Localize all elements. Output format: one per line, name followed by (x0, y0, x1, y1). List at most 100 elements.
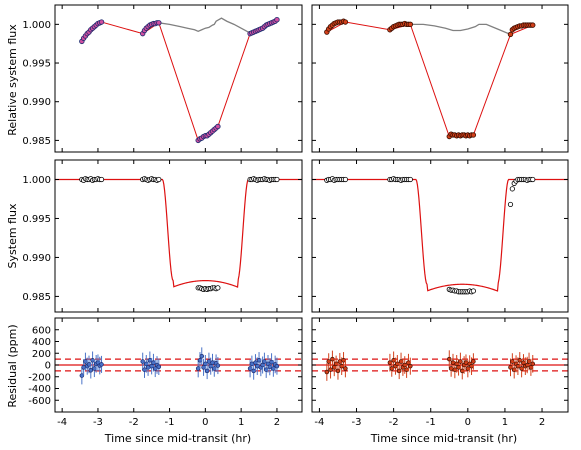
data-point (452, 367, 458, 372)
systematics-line (158, 17, 249, 33)
data-point (215, 285, 221, 291)
y-tick-label: -200 (28, 372, 51, 383)
data-point (408, 363, 413, 369)
y-tick-label: 1.000 (22, 20, 51, 31)
data-point (333, 361, 339, 367)
fit-line (326, 21, 533, 138)
data-point (458, 359, 463, 364)
data-point (448, 366, 454, 371)
data-point (507, 31, 514, 38)
plot-area (324, 18, 536, 140)
data-point (156, 364, 162, 370)
panel-raw-flux-right (311, 4, 569, 153)
data-point (335, 368, 341, 374)
data-point (507, 201, 514, 208)
ylabel-row3: Residual (ppm) (6, 324, 19, 407)
data-point (508, 365, 513, 370)
plot-area (312, 176, 568, 295)
data-point (391, 358, 396, 363)
data-point (404, 367, 409, 372)
data-point (402, 362, 408, 368)
data-point (511, 367, 517, 372)
data-point (98, 19, 105, 25)
data-point (460, 368, 465, 374)
plot-area (79, 17, 280, 144)
x-tick-label: 2 (539, 417, 545, 428)
y-tick-label: 0 (45, 361, 51, 372)
data-point (530, 22, 536, 28)
x-tick-label: 0 (202, 417, 208, 428)
y-tick-label: 0.990 (22, 97, 51, 108)
x-tick-label: -4 (314, 417, 324, 428)
panel-frame (54, 4, 303, 153)
x-tick-label: 0 (465, 417, 471, 428)
y-tick-label: 0.995 (22, 59, 51, 70)
data-point (326, 359, 331, 364)
x-tick-label: 1 (502, 417, 508, 428)
data-point (342, 176, 348, 183)
data-point (330, 356, 335, 362)
data-point (471, 359, 476, 364)
xlabel-right: Time since mid-transit (hr) (370, 432, 517, 445)
data-point (396, 368, 402, 374)
data-point (339, 363, 344, 369)
y-tick-label: 0.995 (22, 214, 51, 225)
x-tick-label: -4 (57, 417, 67, 428)
data-point (88, 368, 94, 373)
data-point (389, 366, 395, 371)
data-point (528, 365, 534, 370)
data-point (342, 19, 349, 25)
data-point (517, 358, 523, 363)
x-tick-label: -3 (352, 417, 362, 428)
data-point (274, 17, 280, 23)
panel-corrected-flux-left: 0.985 0.990 0.995 1.000 (22, 159, 303, 313)
x-tick-label: -2 (129, 417, 139, 428)
data-point (519, 366, 524, 371)
data-point (447, 356, 452, 362)
data-point (470, 288, 476, 294)
panel-frame (311, 4, 569, 153)
data-point (521, 360, 526, 365)
data-point (454, 361, 459, 367)
data-point (324, 369, 330, 375)
x-tick-label: -1 (165, 417, 175, 428)
data-point (215, 363, 221, 368)
data-point (407, 176, 413, 183)
data-point (337, 359, 343, 364)
y-tick-label: 0.990 (22, 253, 51, 264)
panel-frame (311, 159, 569, 313)
data-point (470, 132, 477, 138)
data-point (524, 362, 530, 368)
fit-line (81, 19, 278, 142)
data-point (343, 366, 348, 371)
panel-residual-right: -4 -3 -2 -1 0 1 2 (311, 317, 569, 428)
data-point (156, 20, 162, 26)
y-tick-label: 1.000 (22, 175, 51, 186)
transit-model-line (312, 178, 568, 292)
data-point (456, 365, 461, 370)
panel-raw-flux-left: 0.985 0.990 0.995 1.000 (22, 4, 303, 153)
data-point (215, 123, 221, 130)
panels-layer: 0.985 0.990 0.995 1.000 0.985 0.990 0.995 1.000… (22, 4, 569, 428)
data-point (509, 186, 515, 192)
y-tick-label: -600 (28, 396, 51, 407)
ylabel-row1: Relative system flux (6, 24, 19, 136)
y-tick-label: 400 (32, 337, 51, 348)
data-point (341, 358, 346, 363)
transit-model-line (55, 178, 302, 288)
data-point (465, 366, 471, 371)
plot-area (312, 350, 568, 381)
x-tick-label: -3 (93, 417, 103, 428)
data-point (395, 361, 400, 367)
x-tick-label: -2 (389, 417, 399, 428)
data-point (450, 360, 456, 365)
data-point (469, 363, 474, 369)
x-tick-label: 2 (274, 417, 280, 428)
data-point (274, 176, 280, 183)
data-point (398, 359, 404, 364)
data-point (406, 360, 411, 365)
data-point (156, 176, 162, 183)
ylabel-row2: System flux (6, 203, 19, 268)
y-tick-label: 0.985 (22, 136, 51, 147)
